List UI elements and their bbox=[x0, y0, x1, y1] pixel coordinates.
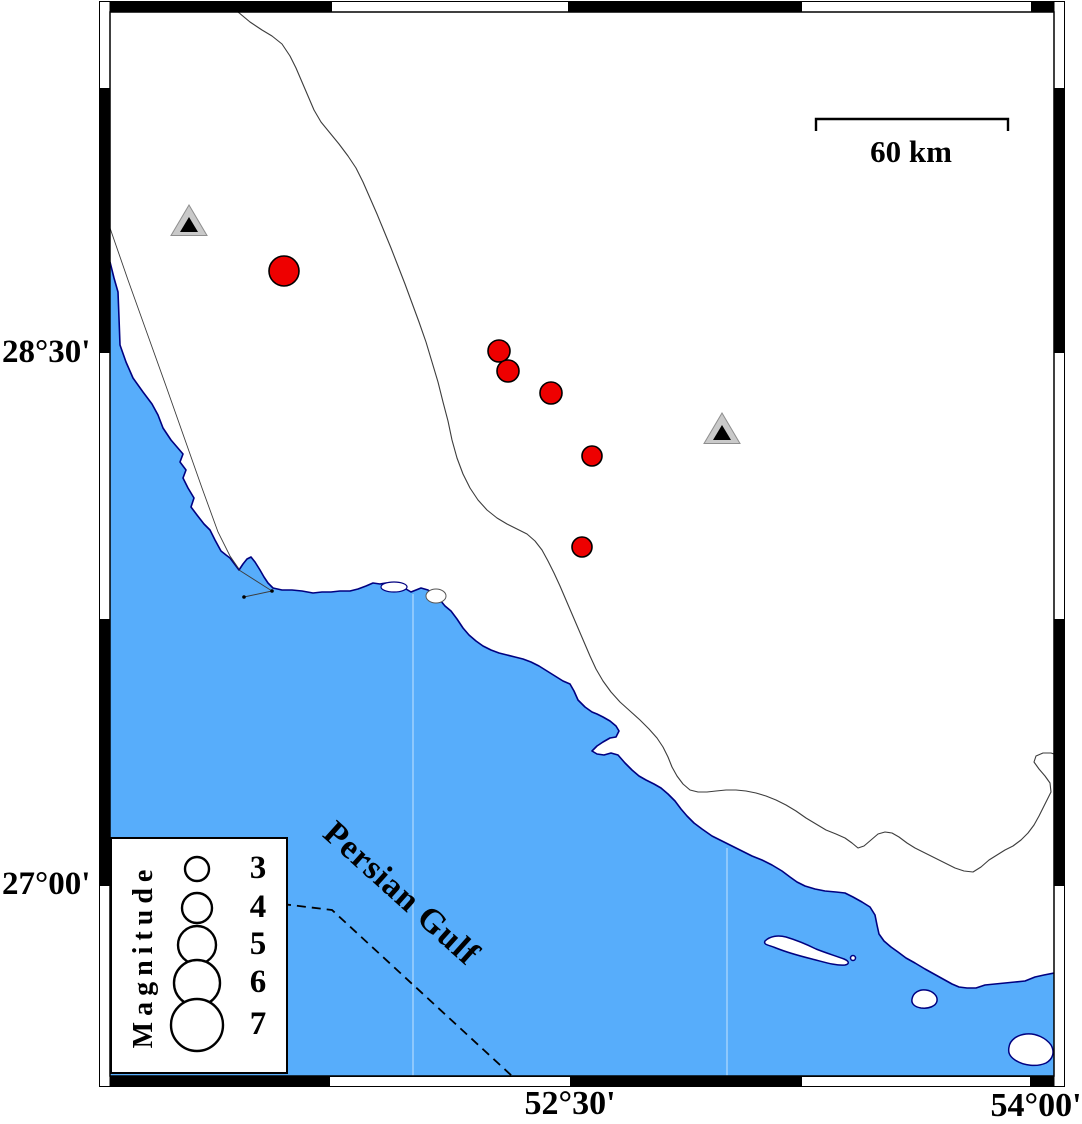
earthquake-marker bbox=[496, 359, 520, 383]
legend-magnitude-value: 4 bbox=[249, 889, 267, 925]
legend-magnitude-value: 7 bbox=[249, 1006, 267, 1042]
earthquake-marker bbox=[581, 445, 603, 467]
lon-label-left: 52°30' bbox=[524, 1085, 616, 1122]
scale-bar bbox=[814, 117, 1010, 131]
earthquake-marker bbox=[571, 536, 593, 558]
map-frame bbox=[99, 1, 1065, 1087]
survey-point bbox=[270, 589, 274, 593]
earthquake-layer bbox=[268, 255, 603, 558]
coastal-cape bbox=[380, 581, 408, 593]
legend-magnitude-circle bbox=[176, 924, 218, 966]
legend-magnitude-circle bbox=[183, 855, 211, 883]
survey-point bbox=[242, 595, 246, 599]
lat-label-bottom: 27°00' bbox=[2, 866, 91, 902]
coastline bbox=[110, 261, 1054, 989]
legend-magnitude-value: 5 bbox=[249, 926, 267, 962]
coastal-road-line bbox=[110, 227, 240, 570]
island bbox=[911, 989, 938, 1009]
legend-title: Magnitude bbox=[128, 863, 159, 1049]
islet bbox=[849, 954, 857, 962]
station-layer bbox=[170, 204, 741, 444]
coastal-cape bbox=[425, 588, 447, 604]
maritime-boundary-dashed bbox=[281, 903, 513, 1076]
station-triangle-core bbox=[180, 217, 198, 232]
earthquake-marker bbox=[268, 255, 300, 287]
persian-gulf-sea bbox=[110, 262, 1054, 1076]
scale-bar-label: 60 km bbox=[870, 134, 952, 169]
country-border bbox=[237, 12, 1054, 873]
island bbox=[1007, 1033, 1054, 1067]
earthquake-marker bbox=[539, 381, 563, 405]
magnitude-legend-circles bbox=[169, 855, 225, 1053]
earthquake-marker bbox=[487, 339, 511, 363]
island bbox=[763, 935, 849, 966]
legend-magnitude-value: 3 bbox=[249, 850, 267, 886]
legend-magnitude-circle bbox=[169, 997, 225, 1053]
legend-magnitude-value: 6 bbox=[249, 964, 267, 1000]
legend-magnitude-circle bbox=[180, 891, 214, 925]
lon-label-right: 54°00' bbox=[990, 1087, 1082, 1124]
lat-label-top: 28°30' bbox=[2, 334, 91, 370]
station-triangle-core bbox=[713, 425, 731, 440]
